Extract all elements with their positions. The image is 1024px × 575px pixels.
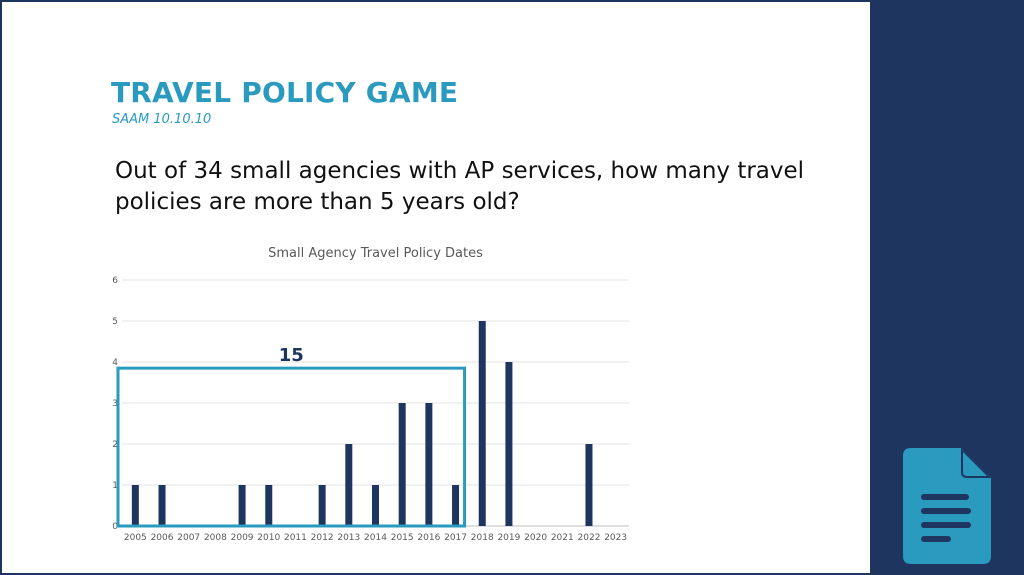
bar	[345, 444, 353, 526]
highlight-count-label: 15	[279, 345, 304, 366]
bar	[158, 485, 166, 526]
x-tick-label: 2019	[497, 533, 520, 543]
chart-title: Small Agency Travel Policy Dates	[268, 246, 483, 261]
y-tick-label: 5	[112, 317, 118, 327]
y-tick-label: 4	[112, 358, 118, 368]
x-tick-label: 2010	[257, 533, 280, 543]
bar	[318, 485, 326, 526]
x-tick-label: 2006	[151, 533, 174, 543]
bar	[505, 362, 513, 526]
x-tick-label: 2021	[551, 533, 574, 543]
x-tick-label: 2009	[231, 533, 254, 543]
x-tick-label: 2014	[364, 533, 387, 543]
y-tick-label: 1	[112, 481, 118, 491]
policy-dates-chart: Small Agency Travel Policy Dates 0 1 2 3 4 5 6 2…	[112, 246, 629, 543]
bar	[585, 444, 593, 526]
bar	[131, 485, 139, 526]
x-tick-label: 2016	[417, 533, 440, 543]
question-text: Out of 34 small agencies with AP service…	[115, 158, 805, 215]
x-tick-label: 2011	[284, 533, 307, 543]
highlight-box	[116, 366, 467, 528]
x-tick-label: 2018	[471, 533, 494, 543]
bar	[425, 403, 433, 526]
x-tick-label: 2023	[604, 533, 627, 543]
bar	[398, 403, 406, 526]
x-tick-label: 2012	[311, 533, 334, 543]
x-tick-label: 2017	[444, 533, 467, 543]
slide-title: TRAVEL POLICY GAME	[111, 76, 459, 109]
x-tick-label: 2013	[337, 533, 360, 543]
y-tick-label: 3	[112, 399, 118, 409]
y-tick-label: 6	[112, 276, 118, 286]
bar	[452, 485, 460, 526]
bar	[265, 485, 273, 526]
x-tick-label: 2007	[177, 533, 200, 543]
y-tick-label: 0	[112, 522, 118, 532]
x-tick-label: 2015	[391, 533, 414, 543]
document-icon	[903, 448, 991, 564]
bar	[478, 321, 486, 526]
x-tick-label: 2020	[524, 533, 547, 543]
x-tick-label: 2022	[578, 533, 601, 543]
x-tick-label: 2005	[124, 533, 147, 543]
slide-subtitle: SAAM 10.10.10	[112, 112, 212, 127]
bar	[372, 485, 379, 526]
x-tick-label: 2008	[204, 533, 227, 543]
bar	[238, 485, 246, 526]
y-tick-label: 2	[112, 440, 118, 450]
